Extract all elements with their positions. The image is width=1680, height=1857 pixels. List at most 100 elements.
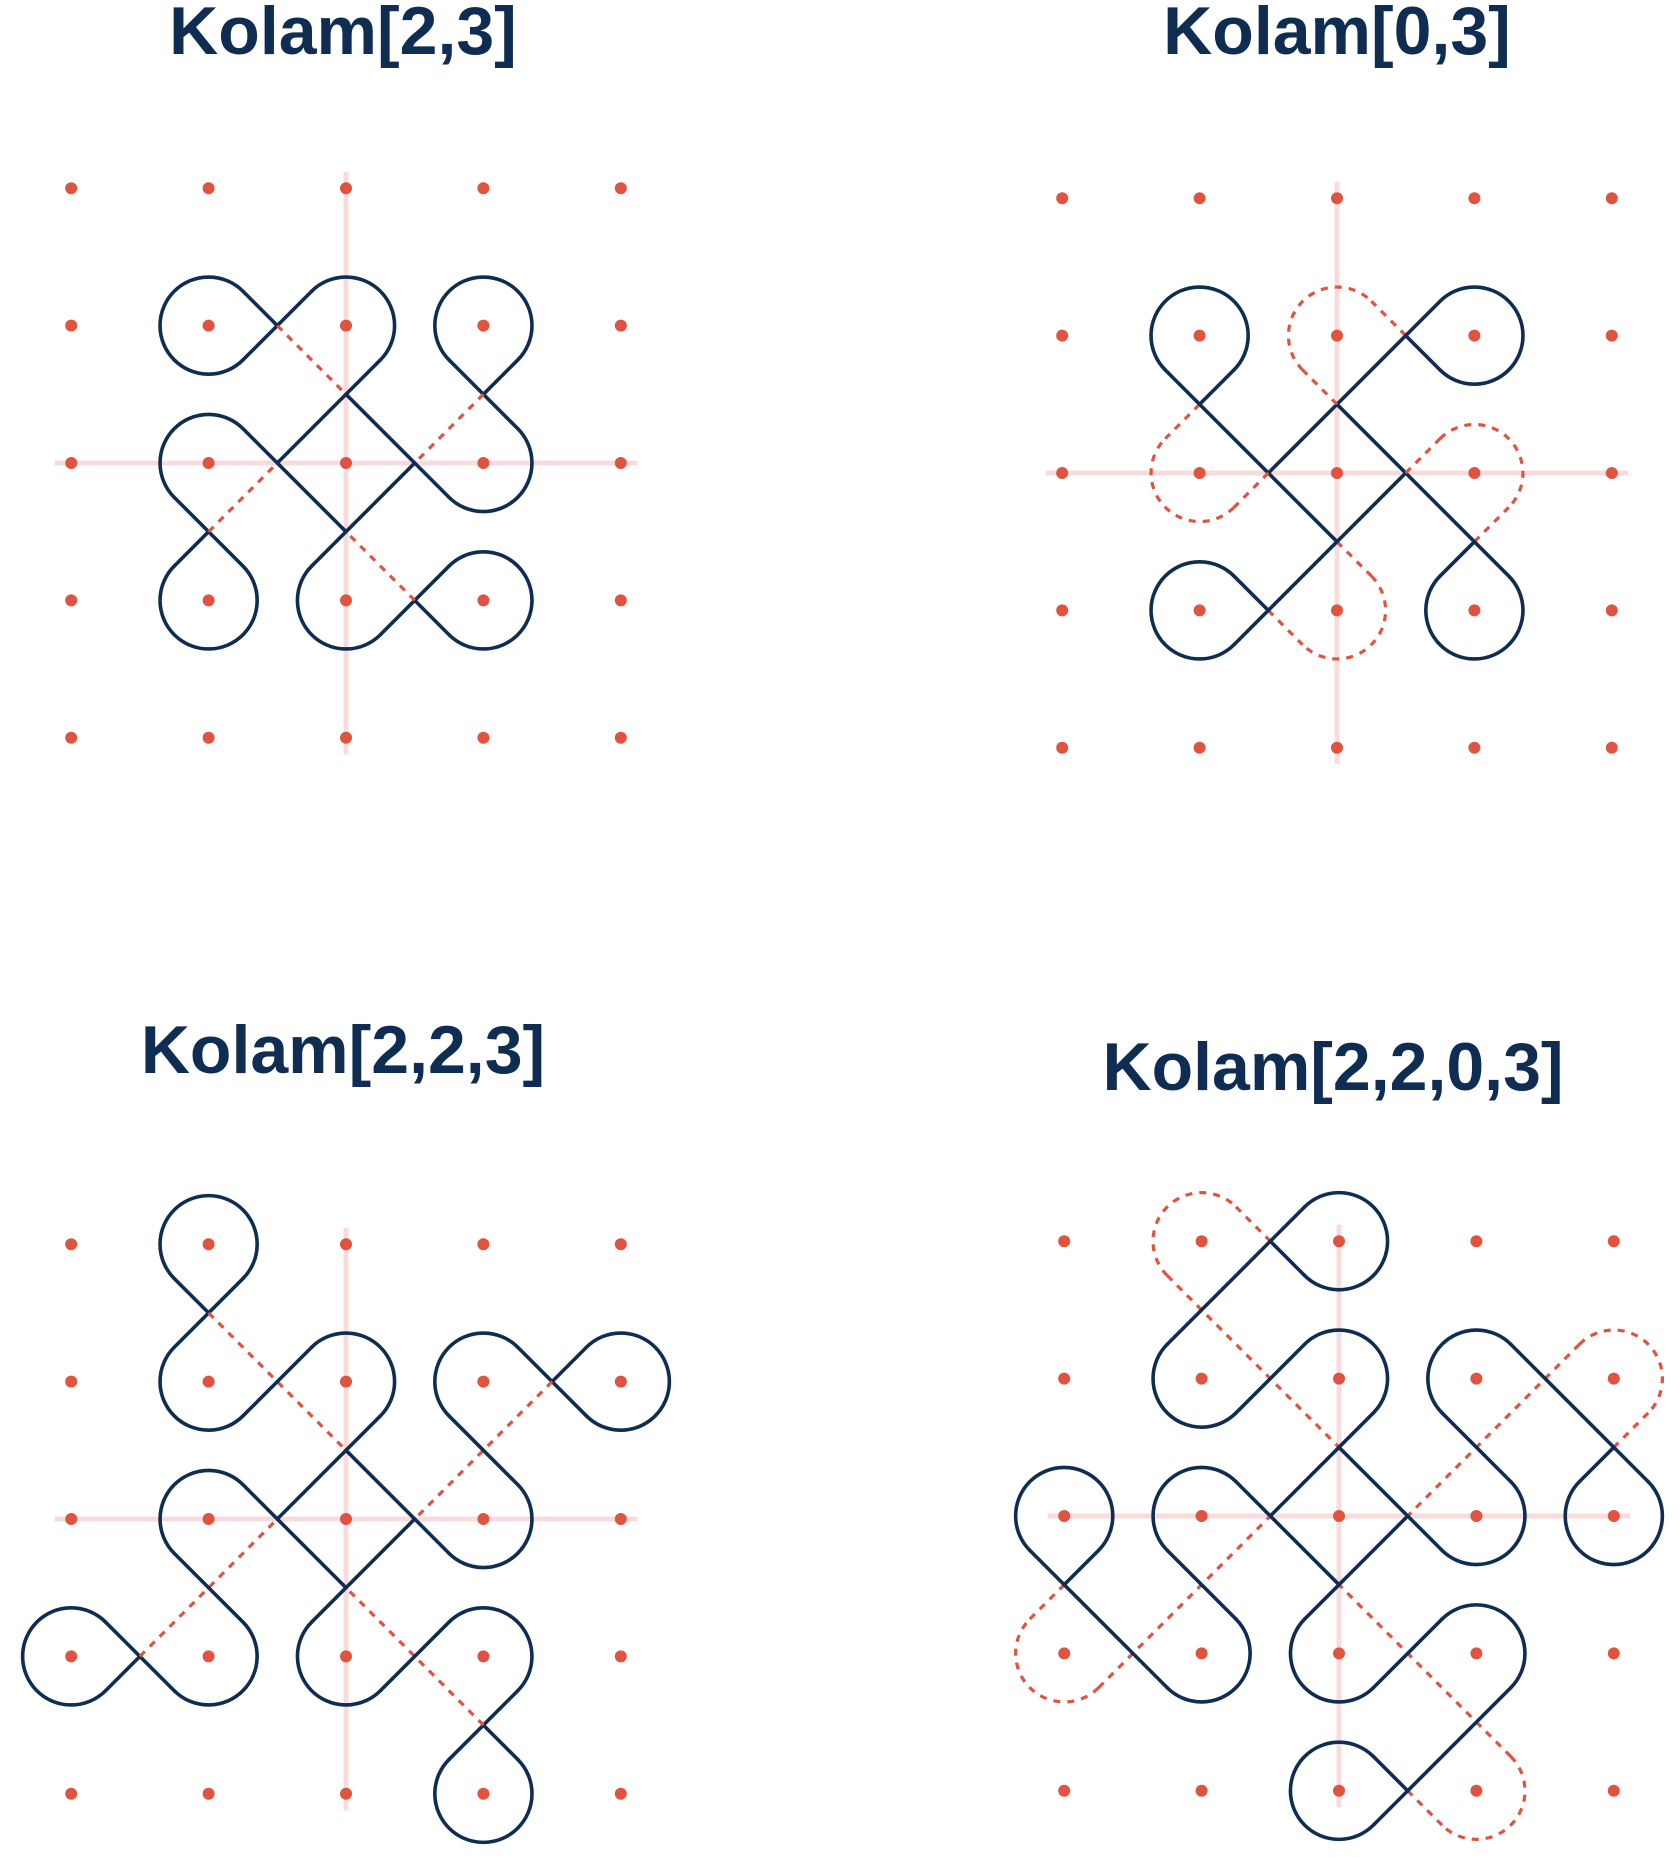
grid-dot [65,731,78,744]
grid-dot [477,1238,490,1251]
curve-segment [1234,1342,1307,1415]
curve-segment [378,1620,451,1693]
kolam-curve [1013,1190,1665,1842]
loop-arc [158,412,245,500]
grid-dot [202,1650,215,1663]
grid-dot [1333,1784,1345,1797]
dotted-loop-arc [1286,285,1373,372]
loop-arc [1288,1617,1376,1704]
grid-dot [65,319,78,332]
grid-dot [477,319,490,332]
grid-dot [202,1787,215,1800]
panel-title: Kolam[2,2,0,3] [1102,1029,1563,1105]
loop-arc [1440,1603,1527,1690]
panel-kolam-2-2-0-3: Kolam[2,2,0,3] [1013,1029,1665,1842]
dot-grid [65,182,627,744]
grid-dot [1333,1510,1345,1522]
loop-arc [447,1482,534,1570]
grid-dot [340,1238,352,1251]
curve-segment [1268,1411,1376,1518]
grid-dot [1333,1235,1345,1248]
loop-arc [1165,1617,1252,1704]
dotted-segment [1404,437,1442,475]
grid-dot [65,1238,78,1251]
curve-segment [1165,1548,1238,1621]
grid-dot [1195,1647,1208,1660]
grid-dot [477,731,490,744]
loop-arc [1013,1465,1115,1553]
dotted-segment [1370,300,1407,337]
panel-kolam-2-3: Kolam[2,3] [54,0,638,755]
grid-dot [202,319,215,332]
curve-segment [1268,1239,1307,1278]
loop-arc [1302,1190,1390,1292]
curve-segment [1234,1479,1341,1587]
loop-arc [1438,285,1525,386]
grid-dot [477,182,490,195]
curve-segment [1438,539,1477,578]
grid-dot [65,182,78,195]
grid-dot [1468,329,1481,342]
loop-arc [433,1757,534,1845]
grid-dot [340,1375,352,1388]
grid-dot [1333,1372,1345,1385]
grid-dot [1605,467,1618,479]
loop-arc [309,1331,397,1418]
grid-dot [1193,467,1206,479]
grid-dot [202,594,215,607]
grid-dot [1056,741,1069,754]
loop-arc [20,1606,108,1707]
loop-arc [158,275,245,376]
loop-arc [433,1331,520,1418]
curve-segment [275,358,383,465]
dotted-segment [1473,506,1510,543]
dotted-segment [1406,1789,1444,1827]
curve-segment [172,1551,245,1624]
loop-arc [447,426,534,514]
grid-dot [1605,329,1618,342]
grid-dot [1195,1372,1208,1385]
grid-dot [1058,1784,1071,1797]
grid-dot [202,457,215,469]
dotted-loop-arc [1438,422,1525,509]
dotted-segment [1612,1411,1650,1449]
curve-segment [172,529,211,568]
grid-dot [1331,192,1343,205]
dotted-segment [413,393,485,465]
curve-segment [1440,1411,1513,1484]
curve-segment [1197,368,1236,407]
grid-dot [1193,329,1206,342]
grid-dot [1470,1784,1483,1797]
grid-dot [65,594,78,607]
curve-segment [412,598,451,637]
grid-dot [614,1375,627,1388]
loop-arc [447,1606,534,1693]
curve-segment [1028,1548,1170,1690]
dotted-segment [413,1380,554,1521]
dotted-segment [207,461,279,533]
grid-dot [1607,1784,1620,1797]
kolam-curve [1149,285,1525,661]
loop-arc [584,1331,672,1432]
grid-dot [1607,1372,1620,1385]
curve-segment [275,1414,383,1521]
grid-dot [1195,1510,1208,1522]
grid-dot [1195,1235,1208,1248]
grid-dot [477,1375,490,1388]
loop-arc [1149,285,1250,372]
grid-dot [477,1787,490,1800]
loop-arc [295,1620,383,1707]
grid-dot [1331,329,1343,342]
dotted-segment [1097,1514,1272,1689]
grid-dot [614,1238,627,1251]
curve-segment [1508,1342,1650,1484]
grid-dot [1470,1372,1483,1385]
curve-segment [1371,1617,1444,1690]
grid-dot [1605,192,1618,205]
loop-arc [1151,1465,1238,1553]
grid-dot [340,457,352,469]
grid-dot [614,182,627,195]
grid-dot [340,1650,352,1663]
grid-dot [65,1787,78,1800]
